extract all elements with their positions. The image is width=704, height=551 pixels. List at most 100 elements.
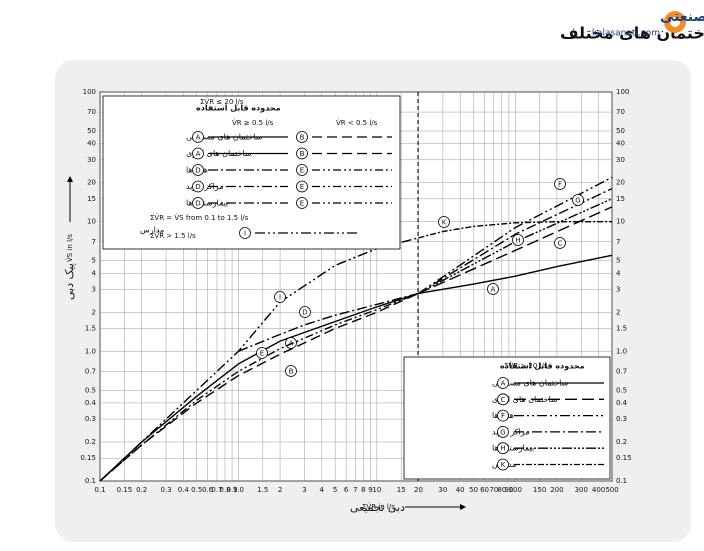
key-circle: [285, 365, 297, 377]
y-tick-label: 3: [92, 285, 96, 293]
key-circle: [572, 194, 584, 206]
y-tick-label: 0.7: [85, 367, 96, 375]
logo: کالاصنعتی kalasanati.com: [592, 9, 704, 39]
y-tick-label: 5: [92, 257, 96, 265]
key-letter: D: [195, 200, 200, 208]
key-letter: C: [501, 396, 506, 404]
key-letter: G: [500, 428, 505, 436]
x-tick-label: 0.1: [94, 486, 105, 494]
y-tick-label: 0.3: [85, 415, 96, 423]
key-letter: F: [558, 181, 562, 189]
y-tick-label: 0.1: [85, 477, 96, 485]
key-letter: A: [196, 134, 201, 142]
key-circle: [192, 131, 204, 143]
x-tick-label: 400: [592, 486, 605, 494]
y-tick-label: 70: [87, 108, 96, 116]
key-circle: [497, 393, 509, 406]
x-tick-label: 5: [333, 486, 337, 494]
key-circle: [256, 347, 268, 359]
key-circle: [296, 131, 308, 143]
y-tick-label: 100: [83, 88, 96, 96]
y-axis-unit: V̇S in l/s: [66, 234, 74, 262]
key-letter: H: [500, 445, 505, 453]
y-tick-label: 0.4: [85, 399, 97, 407]
x-axis-label: دبی تجمیعی: [350, 501, 405, 514]
key-letter: C: [558, 240, 563, 248]
key-letter: E: [300, 200, 304, 208]
x-tick-label: 200: [550, 486, 563, 494]
curve: [99, 292, 419, 482]
key-letter: K: [442, 219, 447, 227]
curve: [99, 237, 419, 482]
y-tick-label-right: 20: [616, 179, 625, 187]
brand-name: کالاصنعتی: [660, 9, 704, 25]
y-tick-label-right: 100: [616, 88, 629, 96]
x-tick-label: 20: [414, 486, 423, 494]
y-tick-label-right: 0.5: [616, 386, 627, 394]
x-tick-label: 300: [575, 486, 588, 494]
legend-left: [102, 95, 401, 250]
legend-condition: ΣV̇R > 20 l/s: [504, 362, 548, 370]
key-circle: [296, 180, 308, 193]
y-tick-label: 4: [92, 269, 97, 277]
key-letter: D: [195, 167, 200, 175]
y-tick-label-right: 1.0: [616, 347, 627, 355]
legend-label: مدارس: [140, 226, 164, 235]
x-tick-label: 6: [344, 486, 349, 494]
key-circle: [487, 283, 499, 295]
x-tick-label: 1.5: [257, 486, 268, 494]
x-tick-label: 0.5: [191, 486, 202, 494]
curve: [418, 254, 613, 295]
y-tick-label: 1.5: [85, 325, 96, 333]
y-tick-label-right: 4: [616, 269, 621, 277]
y-tick-label-right: 0.4: [616, 399, 628, 407]
x-tick-label: 80: [497, 486, 506, 494]
legend-condition: ΣV̇R ≤ 20 l/s: [200, 98, 244, 106]
key-circle: [192, 197, 204, 209]
legend-title: محدوده قابل استفاده: [196, 104, 281, 113]
key-circle: [497, 442, 509, 455]
curve: [418, 176, 613, 294]
x-tick-label: 15: [397, 486, 406, 494]
y-tick-label-right: 7: [616, 238, 620, 246]
y-axis-label: پیک دبی: [63, 263, 76, 300]
key-circle: [296, 147, 308, 160]
key-letter: E: [300, 167, 304, 175]
y-tick-label: 1.0: [85, 347, 96, 355]
x-tick-label: 10: [372, 486, 381, 494]
curve: [418, 206, 613, 295]
legend-note: ΣV̇R = V̇S from 0.1 to 1.5 l/s: [150, 214, 249, 222]
y-tick-label-right: 0.3: [616, 415, 627, 423]
y-tick-label: 20: [87, 179, 96, 187]
key-circle: [192, 180, 204, 193]
brand-site: kalasanati.com: [592, 29, 660, 39]
x-tick-label: 0.9: [227, 486, 238, 494]
x-tick-label: 500: [605, 486, 618, 494]
x-tick-label: 0.2: [136, 486, 147, 494]
key-letter: E: [260, 350, 264, 358]
x-arrowhead: [460, 504, 466, 510]
x-tick-label: 50: [469, 486, 478, 494]
legend-title: محدوده قابل استفاده: [500, 362, 585, 371]
y-tick-label-right: 10: [616, 218, 625, 226]
x-tick-label: 90: [504, 486, 513, 494]
key-letter: A: [491, 286, 496, 294]
key-letter: B: [289, 368, 294, 376]
legend-label: مراکز خرید: [492, 427, 529, 436]
y-tick-label-right: 3: [616, 285, 620, 293]
legend-col: V̇R < 0.5 l/s: [336, 119, 378, 127]
key-circle: [497, 377, 509, 389]
key-circle: [512, 234, 524, 246]
key-letter: K: [501, 461, 506, 469]
x-tick-label: 0.4: [178, 486, 190, 494]
key-letter: E: [300, 183, 304, 191]
x-tick-label: 30: [438, 486, 447, 494]
y-tick-label: 40: [87, 140, 96, 148]
key-letter: I: [244, 230, 246, 238]
x-axis-unit: ΣV̇R in l/s: [362, 503, 395, 511]
curve: [418, 221, 612, 239]
y-tick-label: 0.2: [85, 438, 96, 446]
key-letter: A: [501, 380, 506, 388]
